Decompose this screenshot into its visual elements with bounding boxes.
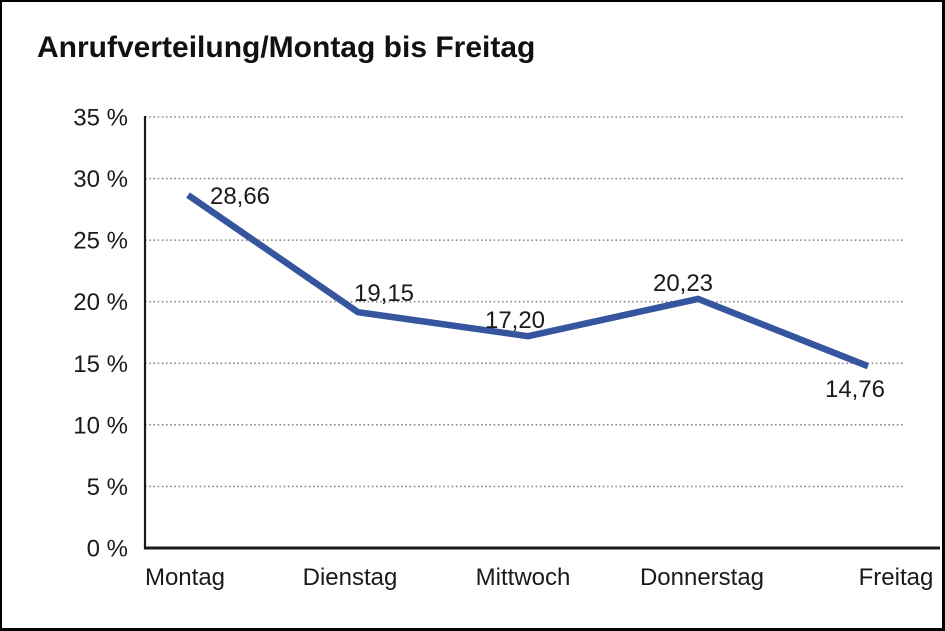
y-axis-tick-label: 15 % xyxy=(73,351,128,378)
y-axis-tick-label: 20 % xyxy=(73,289,128,316)
data-point-label: 19,15 xyxy=(354,280,414,307)
x-axis-category-label: Montag xyxy=(145,564,225,591)
y-axis-tick-label: 5 % xyxy=(87,474,128,501)
data-point-label: 20,23 xyxy=(653,270,713,297)
data-point-label: 28,66 xyxy=(210,183,270,210)
y-axis-tick-label: 0 % xyxy=(87,536,128,563)
y-axis-tick-label: 35 % xyxy=(73,105,128,132)
y-axis-tick-label: 30 % xyxy=(73,166,128,193)
x-axis-category-label: Freitag xyxy=(859,564,934,591)
x-axis-category-label: Donnerstag xyxy=(640,564,764,591)
data-point-label: 14,76 xyxy=(825,376,885,403)
data-point-label: 17,20 xyxy=(485,307,545,334)
chart-title: Anrufverteilung/Montag bis Freitag xyxy=(37,31,536,64)
y-axis-tick-label: 10 % xyxy=(73,412,128,439)
x-axis-category-label: Mittwoch xyxy=(476,564,571,591)
x-axis-category-label: Dienstag xyxy=(303,564,398,591)
y-axis-tick-label: 25 % xyxy=(73,228,128,255)
data-series-line xyxy=(186,192,870,370)
